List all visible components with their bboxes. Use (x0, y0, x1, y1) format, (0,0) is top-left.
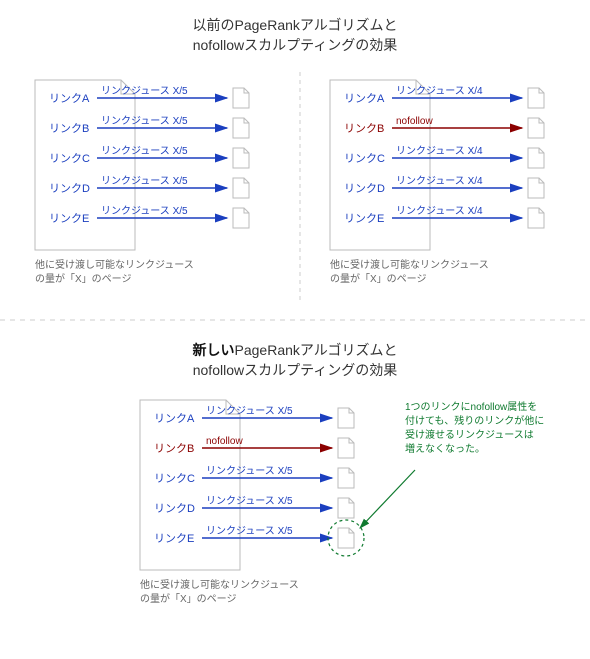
annotation-line: 1つのリンクにnofollow属性を (405, 400, 537, 413)
nofollow-label: nofollow (206, 436, 243, 447)
link-block: リンクA リンクジュース X/4 リンクB nofollow リンクC リンクジュース X… (330, 80, 544, 285)
juice-label: リンクジュース X/5 (101, 175, 188, 187)
juice-label: リンクジュース X/5 (206, 495, 293, 507)
link-label: リンクE (49, 212, 89, 225)
section2-title-line2: nofollowスカルプティングの効果 (193, 362, 398, 378)
caption-line: の量が「X」のページ (35, 272, 131, 285)
juice-label: リンクジュース X/5 (101, 145, 188, 157)
juice-label: リンクジュース X/5 (206, 525, 293, 537)
juice-label: リンクジュース X/5 (101, 115, 188, 127)
annotation-line: 受け渡せるリンクジュースは (405, 428, 534, 441)
link-label: リンクB (344, 122, 384, 135)
juice-label: リンクジュース X/5 (206, 405, 293, 417)
link-label: リンクC (344, 152, 385, 165)
juice-label: リンクジュース X/4 (396, 175, 483, 187)
section2-title-line1: 新しいPageRankアルゴリズムと (193, 342, 398, 358)
link-block: リンクA リンクジュース X/5 リンクB リンクジュース X/5 リンクC リンクジュー… (35, 80, 249, 285)
link-label: リンクA (344, 92, 385, 105)
caption-line: の量が「X」のページ (330, 272, 426, 285)
juice-label: リンクジュース X/5 (101, 205, 188, 217)
link-label: リンクD (49, 182, 90, 195)
link-label: リンクB (49, 122, 89, 135)
link-label: リンクD (154, 502, 195, 515)
caption-line: 他に受け渡し可能なリンクジュース (140, 578, 299, 591)
link-label: リンクB (154, 442, 194, 455)
annotation-pointer (360, 470, 415, 528)
link-label: リンクC (154, 472, 195, 485)
juice-label: リンクジュース X/5 (206, 465, 293, 477)
link-label: リンクE (344, 212, 384, 225)
pagerank-diagram: 以前のPageRankアルゴリズムとnofollowスカルプティングの効果リンク… (0, 0, 590, 659)
section1-title-line2: nofollowスカルプティングの効果 (193, 37, 398, 53)
caption-line: 他に受け渡し可能なリンクジュース (35, 258, 194, 271)
annotation-line: 付けても、残りのリンクが他に (405, 414, 544, 427)
juice-label: リンクジュース X/5 (101, 85, 188, 97)
nofollow-label: nofollow (396, 116, 433, 127)
juice-label: リンクジュース X/4 (396, 205, 483, 217)
juice-label: リンクジュース X/4 (396, 145, 483, 157)
link-label: リンクE (154, 532, 194, 545)
caption-line: の量が「X」のページ (140, 592, 236, 605)
link-label: リンクA (154, 412, 195, 425)
link-block: リンクA リンクジュース X/5 リンクB nofollow リンクC リンクジュース X… (140, 400, 354, 605)
caption-line: 他に受け渡し可能なリンクジュース (330, 258, 489, 271)
section1-title-line1: 以前のPageRankアルゴリズムと (193, 17, 398, 33)
annotation-line: 増えなくなった。 (405, 442, 485, 455)
link-label: リンクA (49, 92, 90, 105)
juice-label: リンクジュース X/4 (396, 85, 483, 97)
link-label: リンクD (344, 182, 385, 195)
link-label: リンクC (49, 152, 90, 165)
